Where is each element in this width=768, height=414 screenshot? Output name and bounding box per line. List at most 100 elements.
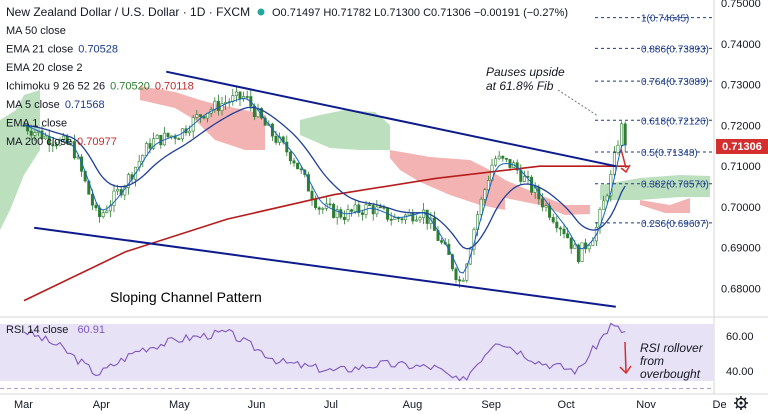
indicator-name: EMA 1 close bbox=[6, 118, 67, 130]
candle-body bbox=[328, 203, 332, 206]
candle-body bbox=[346, 209, 350, 221]
candle-body bbox=[562, 228, 566, 235]
candle-body bbox=[292, 160, 296, 164]
rsi-axis-tick: 40.00 bbox=[726, 366, 754, 378]
candle-body bbox=[321, 208, 325, 210]
rsi-note: RSI rollover from overbought bbox=[640, 341, 706, 381]
indicator-label[interactable]: EMA 21 close 0.70528 bbox=[6, 44, 118, 56]
indicator-name: EMA 20 close 2 bbox=[6, 62, 82, 74]
fib-level-label: 0.886(0.73893) bbox=[641, 44, 709, 55]
candle-body bbox=[317, 207, 321, 210]
indicator-label[interactable]: EMA 20 close 2 bbox=[6, 62, 82, 74]
candle-body bbox=[616, 144, 620, 153]
fib-level-label: 0.236(0.69607) bbox=[641, 219, 709, 230]
candle-body bbox=[152, 138, 156, 149]
candle-body bbox=[522, 176, 526, 182]
candle-body bbox=[623, 123, 627, 146]
fib-note-line-2: at 61.8% Fib bbox=[486, 79, 554, 93]
candle-body bbox=[393, 217, 397, 220]
candle-body bbox=[288, 151, 292, 162]
candle-body bbox=[62, 135, 66, 140]
price-axis-tick: 0.73000 bbox=[721, 80, 761, 92]
channel-upper-line[interactable] bbox=[166, 70, 617, 168]
candle-body bbox=[148, 143, 152, 149]
channel-lower-line[interactable] bbox=[34, 226, 616, 308]
ichimoku-cloud bbox=[640, 198, 690, 213]
indicator-value: 0.71568 bbox=[65, 99, 105, 111]
candle-body bbox=[310, 190, 314, 200]
indicator-label[interactable]: MA 50 close bbox=[6, 25, 66, 37]
ichimoku-cloud bbox=[390, 150, 505, 210]
ichimoku-cloud bbox=[505, 180, 590, 215]
candle-body bbox=[411, 212, 415, 222]
rsi-header: RSI 14 close 60.91 bbox=[6, 324, 105, 336]
indicator-name: Ichimoku 9 26 52 26 bbox=[6, 81, 105, 93]
rsi-note-line-1: RSI rollover bbox=[640, 341, 704, 355]
candle-body bbox=[220, 103, 224, 111]
candle-body bbox=[339, 209, 343, 218]
candle-body bbox=[368, 204, 372, 206]
candle-body bbox=[166, 132, 170, 138]
candle-body bbox=[497, 155, 501, 160]
indicator-label[interactable]: MA 5 close 0.71568 bbox=[6, 99, 105, 111]
ma200-line bbox=[23, 165, 629, 302]
candle-body bbox=[198, 114, 202, 117]
indicator-value: 0.70977 bbox=[77, 136, 117, 148]
indicator-name: EMA 21 close bbox=[6, 44, 73, 56]
fib-note-arrow bbox=[557, 89, 599, 117]
time-axis-tick: May bbox=[169, 399, 190, 411]
candle-body bbox=[580, 242, 584, 263]
candle-body bbox=[40, 130, 44, 140]
candle-body bbox=[576, 244, 580, 263]
candle-body bbox=[558, 227, 562, 230]
price-axis-tick: 0.69000 bbox=[721, 243, 761, 255]
candle-body bbox=[400, 218, 404, 221]
candle-body bbox=[234, 91, 238, 96]
rsi-axis-tick: 60.00 bbox=[726, 331, 754, 343]
candle-body bbox=[314, 199, 318, 209]
time-axis-tick: Jul bbox=[324, 399, 338, 411]
ohlc-readout: O0.71497 H0.71782 L0.71300 C0.71306 −0.0… bbox=[272, 7, 568, 19]
candle-body bbox=[58, 139, 62, 146]
candle-body bbox=[213, 100, 217, 110]
candle-body bbox=[242, 96, 246, 100]
settings-gear-icon[interactable] bbox=[734, 396, 748, 410]
candle-body bbox=[544, 205, 548, 208]
ma5-line bbox=[23, 97, 626, 274]
candle-body bbox=[116, 189, 120, 192]
time-axis-tick: Nov bbox=[636, 399, 656, 411]
price-axis-tick: 0.68000 bbox=[721, 283, 761, 295]
indicator-label[interactable]: EMA 1 close bbox=[6, 118, 67, 130]
candle-body bbox=[105, 210, 109, 213]
candle-body bbox=[458, 279, 462, 282]
fib-level-label: 0.764(0.73089) bbox=[641, 77, 709, 88]
candle-body bbox=[51, 144, 55, 147]
candle-body bbox=[342, 216, 346, 221]
candle-body bbox=[569, 237, 573, 249]
candle-body bbox=[274, 135, 278, 143]
indicator-name: MA 5 close bbox=[6, 99, 60, 111]
time-axis-tick: Apr bbox=[93, 399, 110, 411]
rsi-down-arrow-head bbox=[619, 365, 632, 375]
candle-body bbox=[332, 203, 336, 218]
candle-body bbox=[126, 174, 130, 188]
pattern-label: Sloping Channel Pattern bbox=[110, 289, 262, 305]
last-price-tag: 0.71306 bbox=[722, 141, 762, 153]
candle-body bbox=[195, 114, 199, 118]
indicator-label[interactable]: Ichimoku 9 26 52 26 0.70520 0.70118 bbox=[6, 81, 194, 93]
indicator-label[interactable]: MA 200 close 0.70977 bbox=[6, 136, 117, 148]
candle-body bbox=[94, 204, 98, 209]
ichimoku-cloud bbox=[300, 110, 390, 150]
time-axis-tick: Aug bbox=[403, 399, 423, 411]
candle-body bbox=[159, 134, 163, 146]
candle-body bbox=[371, 205, 375, 215]
candle-body bbox=[357, 204, 361, 213]
candle-body bbox=[483, 189, 487, 200]
candle-body bbox=[29, 130, 33, 136]
candle-body bbox=[591, 240, 595, 246]
candle-body bbox=[551, 217, 555, 223]
candle-body bbox=[54, 144, 58, 147]
candle-body bbox=[202, 116, 206, 119]
time-axis-tick: Jun bbox=[248, 399, 266, 411]
